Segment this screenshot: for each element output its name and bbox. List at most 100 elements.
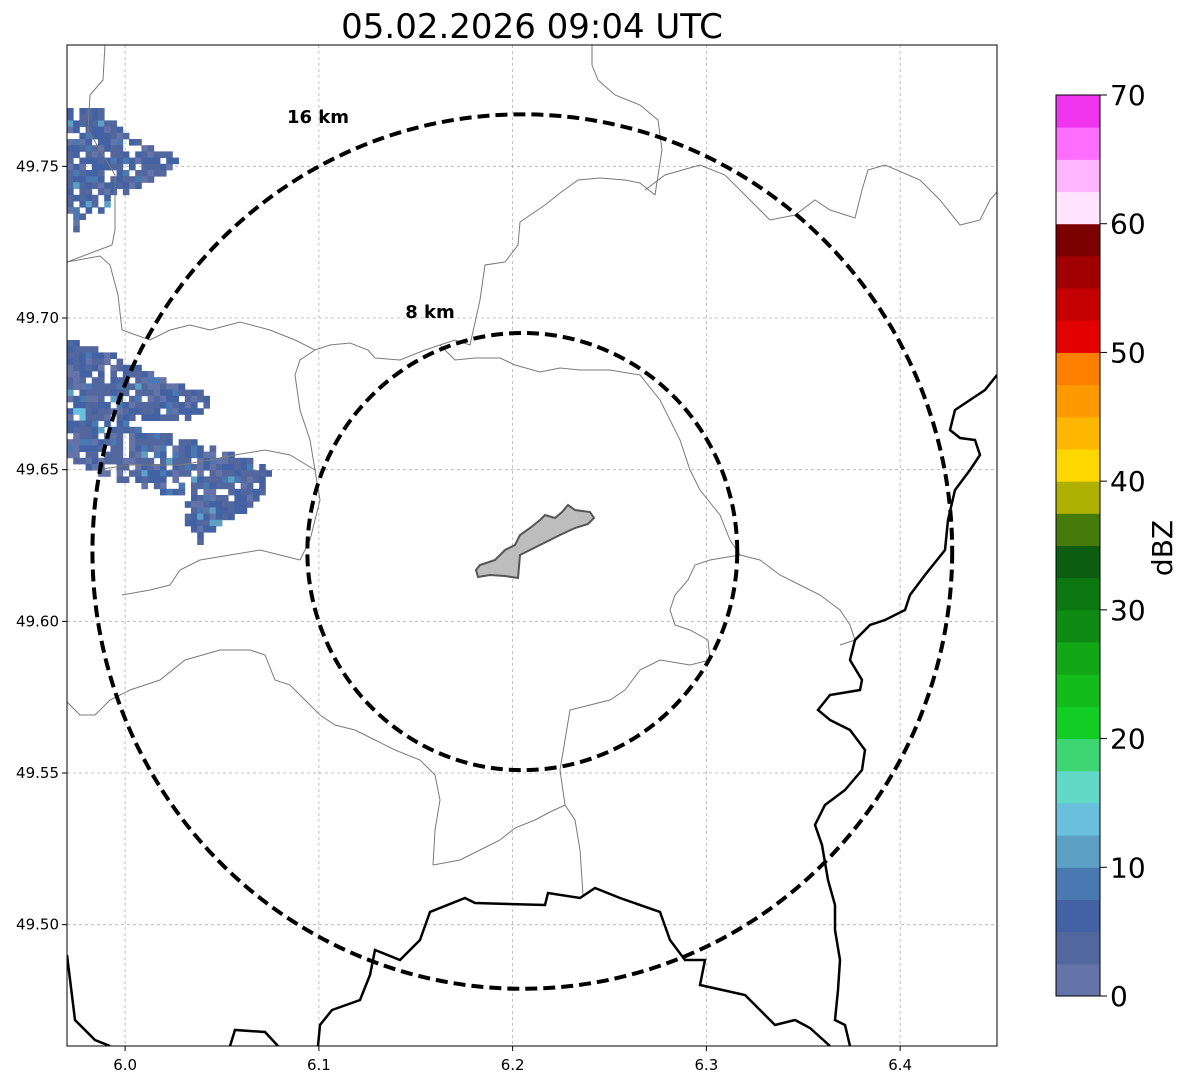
radar-echo-pixel	[197, 445, 204, 452]
radar-echo-pixel	[73, 194, 80, 202]
radar-echo-pixel	[67, 445, 74, 452]
colorbar-swatch	[1056, 867, 1100, 900]
radar-echo-pixel	[259, 464, 266, 471]
radar-echo-pixel	[98, 352, 105, 359]
radar-echo-pixel	[85, 420, 93, 428]
radar-echo-pixel	[116, 157, 124, 165]
radar-echo-pixel	[129, 457, 136, 465]
radar-echo-pixel	[85, 414, 93, 421]
radar-echo-pixel	[85, 402, 93, 409]
radar-echo-pixel	[209, 507, 217, 514]
radar-echo-pixel	[141, 439, 148, 446]
radar-echo-pixel	[104, 132, 111, 140]
radar-echo-pixel	[67, 207, 74, 214]
radar-echo-pixel	[222, 451, 229, 459]
radar-echo-pixel	[85, 188, 93, 196]
radar-echo-pixel	[129, 182, 136, 189]
radar-echo-pixel	[228, 451, 235, 459]
radar-echo-pixel	[110, 426, 117, 434]
radar-echo-pixel	[79, 371, 86, 378]
radar-echo-pixel	[215, 470, 223, 477]
radar-echo-pixel	[79, 170, 86, 177]
radar-echo-pixel	[67, 170, 74, 177]
radar-echo-pixel	[197, 464, 204, 471]
radar-echo-pixel	[259, 476, 266, 483]
radar-echo-pixel	[215, 501, 223, 508]
colorbar-label: dBZ	[1146, 520, 1179, 576]
radar-map[interactable]: 8 km 16 km	[66, 44, 998, 1047]
radar-echo-pixel	[85, 207, 93, 214]
radar-echo-pixel	[153, 445, 161, 452]
radar-echo-pixel	[116, 420, 124, 428]
radar-echo-pixel	[67, 383, 74, 390]
radar-echo-pixel	[73, 457, 80, 465]
radar-echo-pixel	[79, 457, 86, 465]
radar-echo-pixel	[184, 464, 192, 471]
radar-echo-pixel	[110, 371, 117, 378]
national-border-line	[316, 886, 831, 1046]
radar-echo-pixel	[104, 163, 111, 171]
radar-echo-pixel	[147, 163, 155, 171]
radar-echo-pixel	[215, 495, 223, 502]
radar-echo-pixel	[135, 445, 142, 452]
radar-echo-pixel	[79, 108, 86, 115]
radar-echo-pixel	[85, 132, 93, 140]
radar-echo-pixel	[234, 476, 241, 483]
radar-echo-pixel	[141, 371, 148, 378]
radar-echo-pixel	[147, 157, 155, 165]
radar-echo-pixel	[135, 433, 142, 440]
radar-echo-pixel	[246, 488, 254, 496]
radar-echo-pixel	[135, 426, 142, 434]
radar-echo-pixel	[73, 219, 80, 227]
radar-echo-pixel	[104, 383, 111, 390]
colorbar-swatch	[1056, 448, 1100, 482]
radar-echo-pixel	[67, 201, 74, 208]
colorbar-swatch	[1056, 95, 1100, 128]
radar-echo-pixel	[203, 519, 210, 527]
radar-echo-pixel	[209, 445, 217, 452]
radar-echo-pixel	[178, 457, 186, 465]
radar-echo-pixel	[215, 464, 223, 471]
border-line	[591, 45, 663, 196]
radar-echo-pixel	[129, 414, 136, 421]
radar-echo-pixel	[184, 402, 192, 409]
radar-echo-pixel	[73, 352, 80, 359]
radar-echo-pixel	[91, 352, 99, 359]
radar-echo-pixel	[79, 420, 86, 428]
radar-echo-pixel	[79, 139, 86, 146]
radar-echo-pixel	[110, 139, 117, 146]
radar-echo-pixel	[91, 170, 99, 177]
radar-echo-pixel	[141, 464, 148, 471]
radar-echo-pixel	[85, 395, 93, 403]
radar-echo-pixel	[141, 433, 148, 440]
radar-echo-pixel	[98, 389, 105, 397]
radar-echo-pixel	[91, 182, 99, 189]
radar-echo-pixel	[98, 377, 105, 384]
radar-echo-pixel	[110, 120, 117, 127]
colorbar-tick-label: 60	[1110, 208, 1146, 241]
radar-echo-pixel	[147, 470, 155, 477]
radar-echo-pixel	[141, 383, 148, 390]
radar-echo-pixel	[141, 414, 148, 421]
radar-echo-pixel	[122, 188, 130, 196]
radar-echo-pixel	[116, 364, 124, 372]
radar-echo-pixel	[197, 408, 204, 415]
radar-echo-pixel	[104, 470, 111, 477]
radar-echo-pixel	[135, 182, 142, 189]
radar-echo-pixel	[85, 457, 93, 465]
radar-echo-pixel	[215, 476, 223, 483]
radar-echo-pixel	[184, 519, 192, 527]
radar-echo-pixel	[79, 433, 86, 440]
radar-echo-pixel	[141, 445, 148, 452]
radar-echo-pixel	[135, 383, 142, 390]
radar-echo-pixel	[246, 501, 254, 508]
radar-echo-pixel	[104, 188, 111, 196]
radar-echo-pixel	[160, 377, 167, 384]
radar-echo-pixel	[91, 451, 99, 459]
radar-echo-pixel	[160, 476, 167, 483]
radar-echo-pixel	[116, 377, 124, 384]
radar-echo-pixel	[85, 439, 93, 446]
radar-echo-pixel	[215, 482, 223, 490]
radar-echo-pixel	[116, 470, 124, 477]
radar-echo-pixel	[98, 383, 105, 390]
